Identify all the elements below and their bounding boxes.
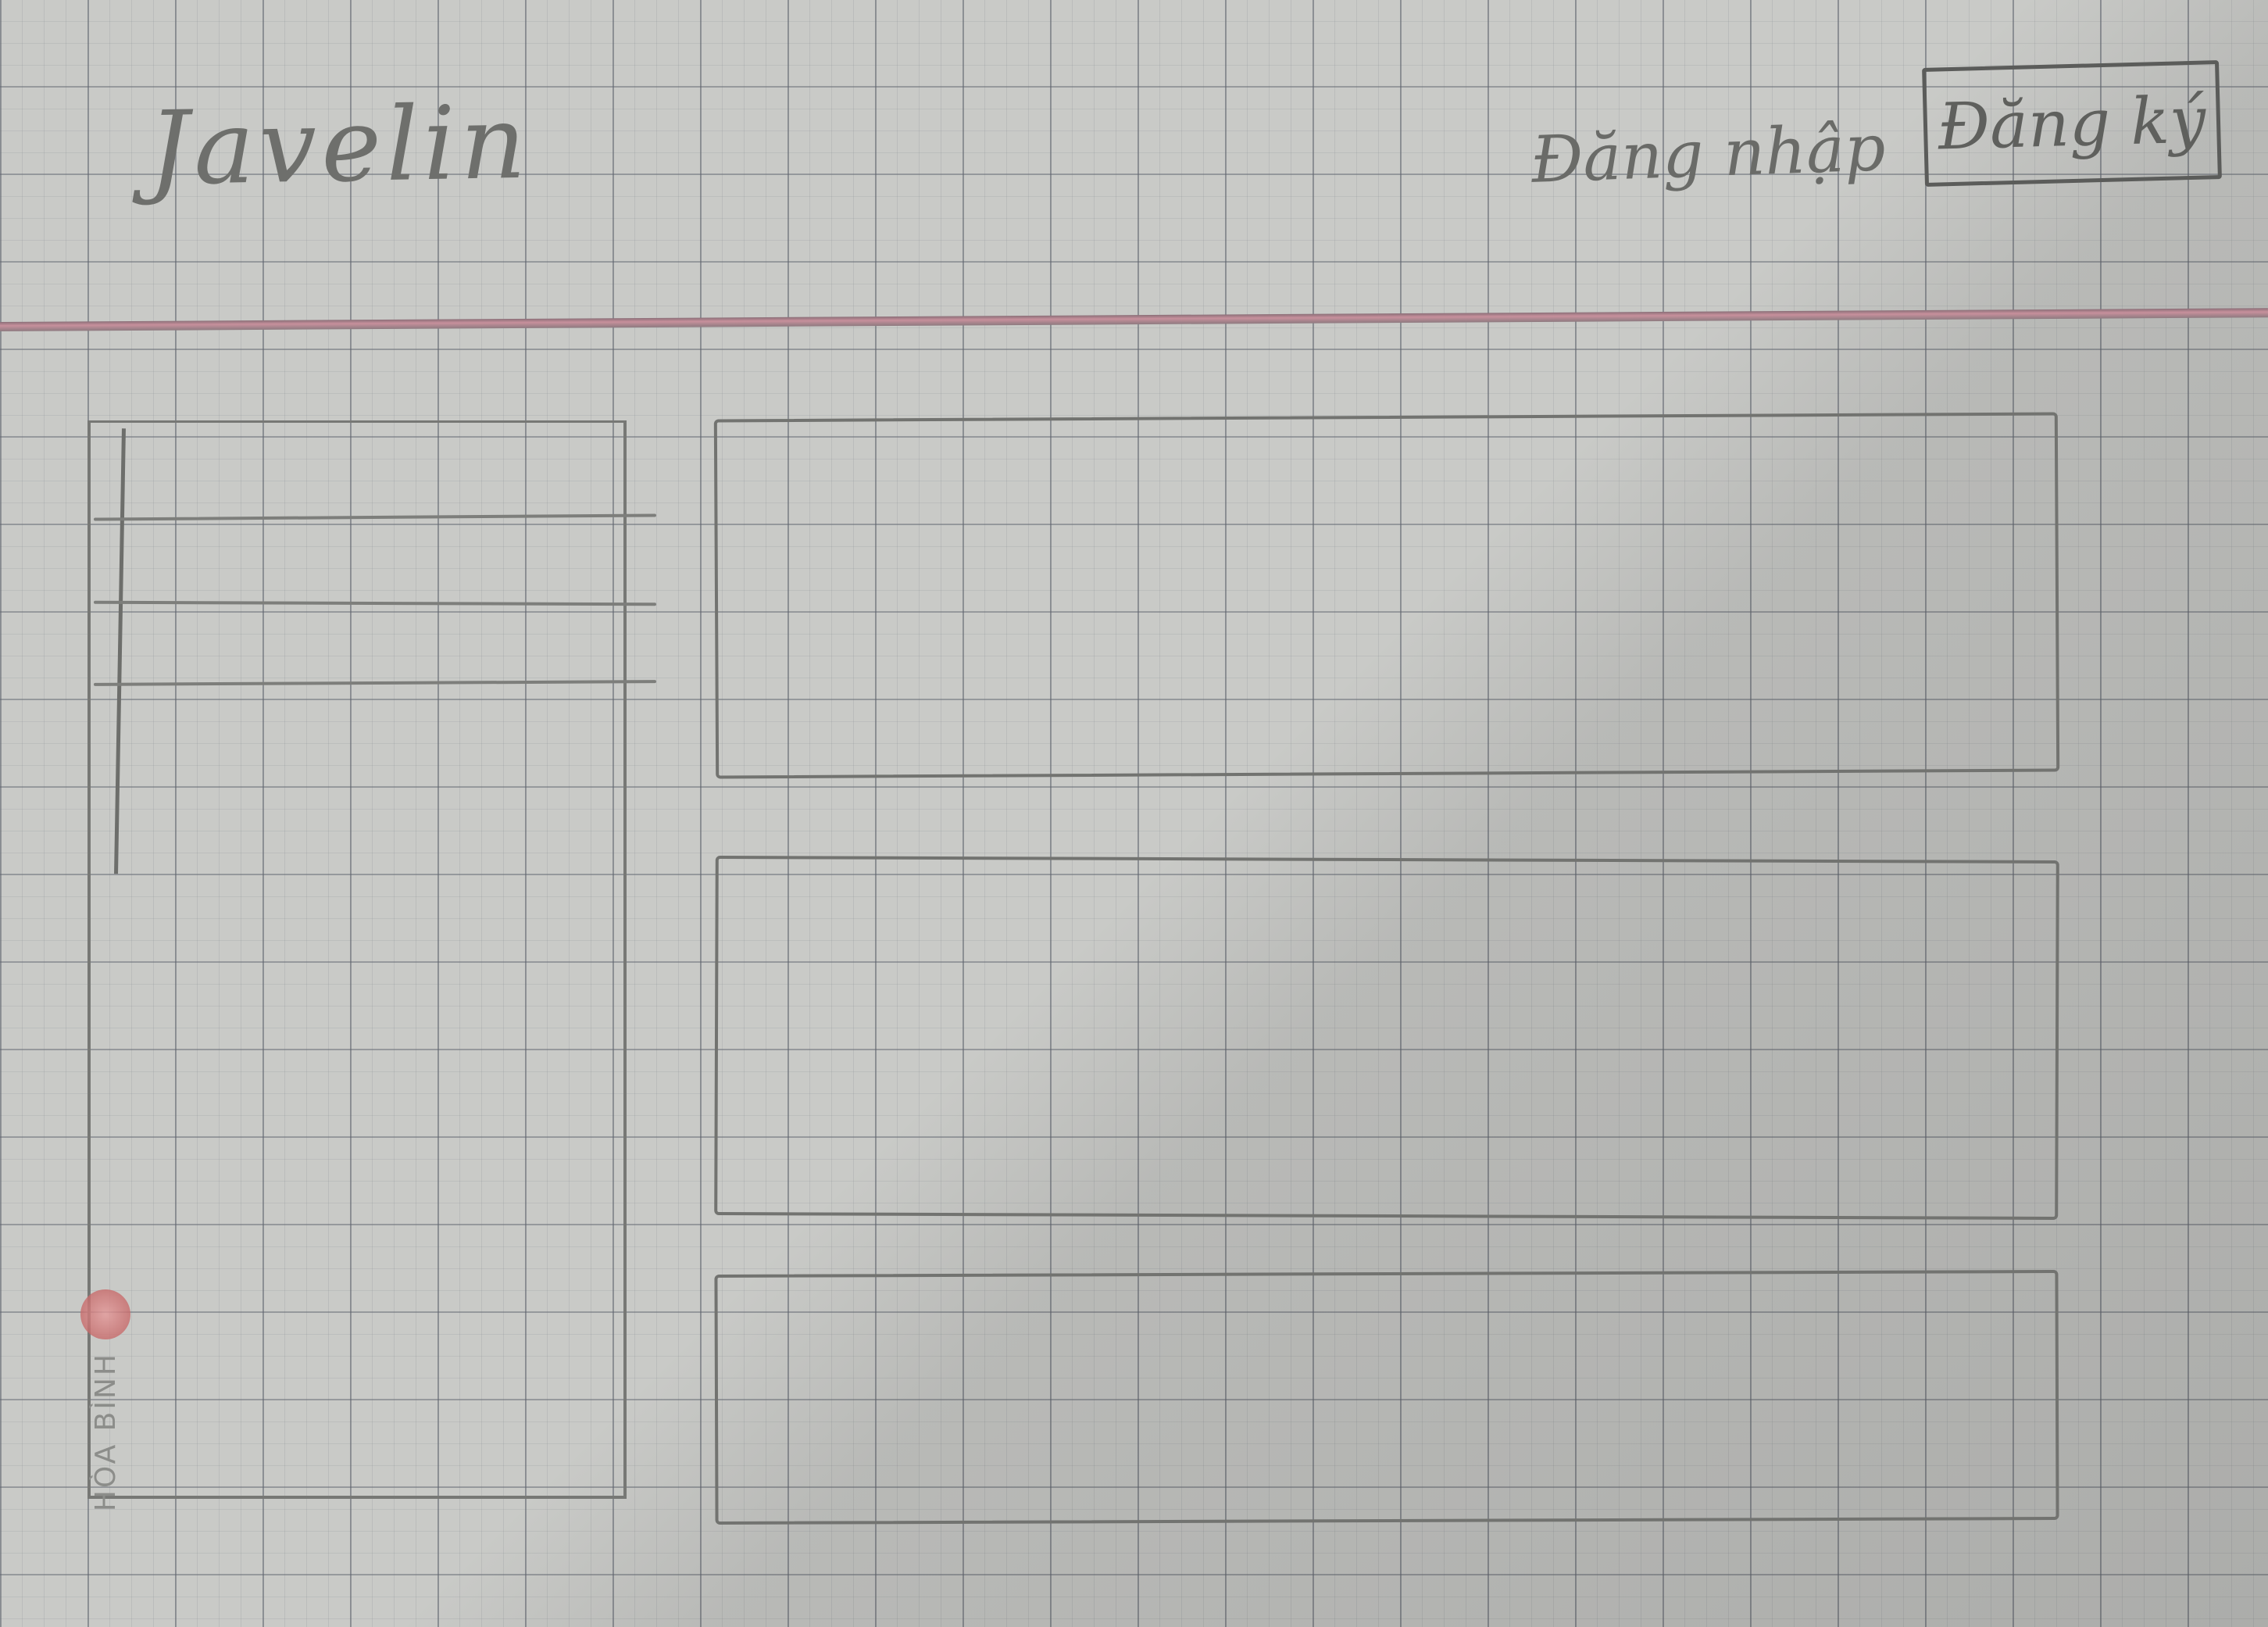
site-logo[interactable]: Javelin [147, 82, 532, 209]
header-divider [0, 308, 2268, 331]
content-card-2[interactable] [714, 855, 2059, 1221]
content-card-3[interactable] [714, 1269, 2059, 1525]
notebook-watermark: HÒA BÌNH [74, 1289, 137, 1539]
watermark-brand-text: HÒA BÌNH [89, 1352, 122, 1512]
signup-button[interactable]: Đăng ký [1922, 60, 2222, 187]
login-link[interactable]: Đăng nhập [1530, 111, 1887, 198]
content-card-1[interactable] [713, 412, 2060, 779]
sidebar-panel [88, 420, 627, 1499]
watermark-seal-icon [80, 1289, 130, 1339]
